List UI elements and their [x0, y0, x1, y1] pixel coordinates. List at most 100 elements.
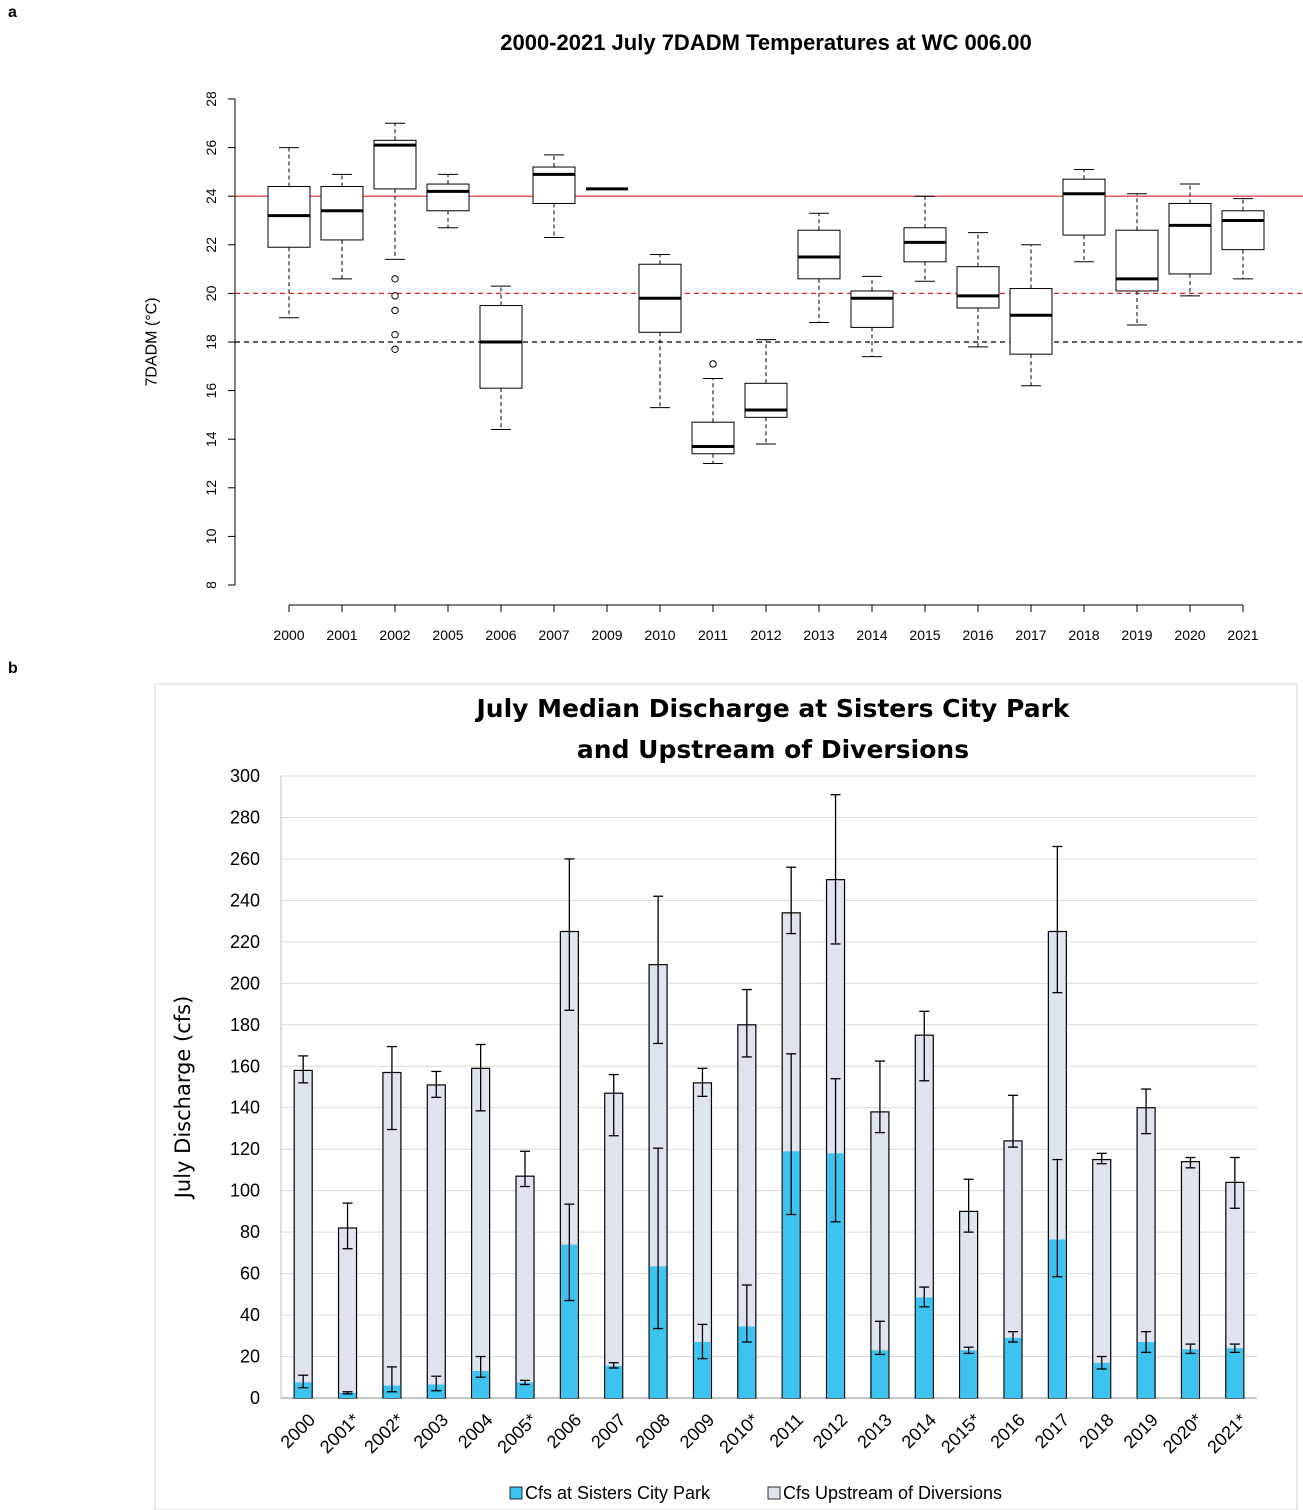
x-tick-label: 2002	[379, 627, 410, 643]
x-tick-label: 2000	[273, 627, 304, 643]
y-tick-label: 140	[230, 1098, 260, 1118]
box-iqr	[1062, 178, 1106, 236]
x-tick-label: 2001	[326, 627, 357, 643]
y-tick-label: 220	[230, 932, 260, 952]
y-tick-label: 22	[203, 237, 219, 253]
panel-label-a: a	[8, 4, 17, 21]
y-tick-label: 100	[230, 1181, 260, 1201]
x-tick-label: 2012	[750, 627, 781, 643]
box-iqr	[1221, 210, 1265, 251]
boxplot-chart: 2000-2021 July 7DADM Temperatures at WC …	[144, 30, 1303, 643]
bar-city-park	[915, 1297, 933, 1398]
y-tick-label: 24	[203, 188, 219, 204]
box-iqr	[850, 290, 894, 328]
x-tick-label: 2016	[962, 627, 993, 643]
y-tick-label: 14	[203, 431, 219, 447]
bar-city-park	[1004, 1337, 1022, 1398]
box-iqr	[903, 227, 947, 263]
bar-city-park	[827, 1153, 844, 1398]
panel-label-b: b	[8, 660, 18, 677]
x-tick-label: 2009	[591, 627, 622, 643]
y-axis-label: July Discharge (cfs)	[171, 996, 195, 1201]
y-tick-label: 10	[203, 528, 219, 544]
outlier-point	[391, 292, 399, 300]
x-tick-label: 2017	[1015, 627, 1046, 643]
bar-city-park	[1226, 1348, 1244, 1398]
bar-city-park	[738, 1326, 756, 1398]
legend-label-city-park: Cfs at Sisters City Park	[525, 1483, 711, 1503]
y-tick-label: 40	[240, 1305, 260, 1325]
x-tick-label: 2020	[1174, 627, 1205, 643]
y-tick-label: 12	[203, 480, 219, 496]
bar-upstream	[515, 1175, 535, 1399]
x-tick-label: 2013	[803, 627, 834, 643]
y-tick-label: 180	[230, 1015, 260, 1035]
box-iqr	[479, 305, 523, 389]
x-tick-label: 2014	[856, 627, 887, 643]
outlier-point	[709, 360, 717, 368]
x-tick-label: 2010	[644, 627, 675, 643]
x-tick-label: 2019	[1121, 627, 1152, 643]
outlier-point	[391, 331, 399, 339]
bar-city-park	[1048, 1239, 1066, 1398]
bar-upstream	[471, 1067, 491, 1399]
chart-frame	[154, 683, 1298, 1510]
discharge-bar-chart: July Median Discharge at Sisters City Pa…	[154, 683, 1298, 1510]
bar-city-park	[1093, 1362, 1111, 1398]
box-iqr	[426, 183, 470, 212]
outlier-point	[391, 275, 399, 283]
y-axis-label: 7DADM (°C)	[144, 297, 161, 386]
y-tick-label: 240	[230, 890, 260, 910]
y-tick-label: 200	[230, 973, 260, 993]
y-tick-label: 20	[203, 285, 219, 301]
y-tick-label: 16	[203, 383, 219, 399]
outlier-point	[391, 345, 399, 353]
bar-city-park	[1182, 1349, 1199, 1398]
bar-upstream	[293, 1069, 313, 1399]
y-tick-label: 20	[240, 1347, 260, 1367]
box-iqr	[691, 421, 735, 455]
chart-title-line-2: and Upstream of Diversions	[577, 735, 969, 764]
x-tick-label: 2006	[485, 627, 516, 643]
x-tick-label: 2018	[1068, 627, 1099, 643]
box-iqr	[1009, 288, 1053, 355]
bar-city-park	[871, 1350, 889, 1398]
y-tick-label: 8	[203, 581, 219, 589]
y-tick-label: 160	[230, 1056, 260, 1076]
x-tick-label: 2007	[538, 627, 569, 643]
y-tick-label: 18	[203, 334, 219, 350]
bar-city-park	[782, 1151, 800, 1398]
y-tick-label: 26	[203, 140, 219, 156]
box-iqr	[1168, 202, 1212, 275]
chart-title-line-1: July Median Discharge at Sisters City Pa…	[474, 694, 1070, 723]
chart-title: 2000-2021 July 7DADM Temperatures at WC …	[500, 30, 1032, 55]
legend-swatch-upstream	[767, 1486, 781, 1500]
bar-city-park	[694, 1342, 711, 1398]
legend-label-upstream: Cfs Upstream of Diversions	[783, 1483, 1002, 1503]
bar-city-park	[339, 1392, 356, 1398]
y-tick-label: 0	[250, 1388, 260, 1408]
x-tick-label: 2011	[698, 627, 728, 643]
box-iqr	[373, 139, 417, 190]
bar-upstream	[337, 1227, 358, 1399]
bar-city-park	[605, 1365, 623, 1398]
bar-city-park	[649, 1266, 667, 1398]
y-tick-label: 60	[240, 1264, 260, 1284]
y-tick-label: 300	[230, 766, 260, 786]
box-iqr	[956, 266, 1000, 309]
bar-city-park	[294, 1382, 312, 1398]
legend-swatch-city-park	[509, 1486, 523, 1500]
bar-city-park	[516, 1382, 534, 1398]
y-tick-label: 28	[203, 91, 219, 107]
box-iqr	[744, 382, 788, 418]
bar-city-park	[960, 1350, 978, 1398]
y-tick-label: 260	[230, 849, 260, 869]
box-iqr	[532, 166, 576, 204]
bar-upstream	[604, 1092, 624, 1399]
outlier-point	[391, 306, 399, 315]
y-tick-label: 80	[240, 1222, 260, 1242]
bar-city-park	[560, 1244, 578, 1398]
y-tick-label: 280	[230, 807, 260, 827]
box-iqr	[320, 185, 364, 241]
x-tick-label: 2015	[909, 627, 940, 643]
